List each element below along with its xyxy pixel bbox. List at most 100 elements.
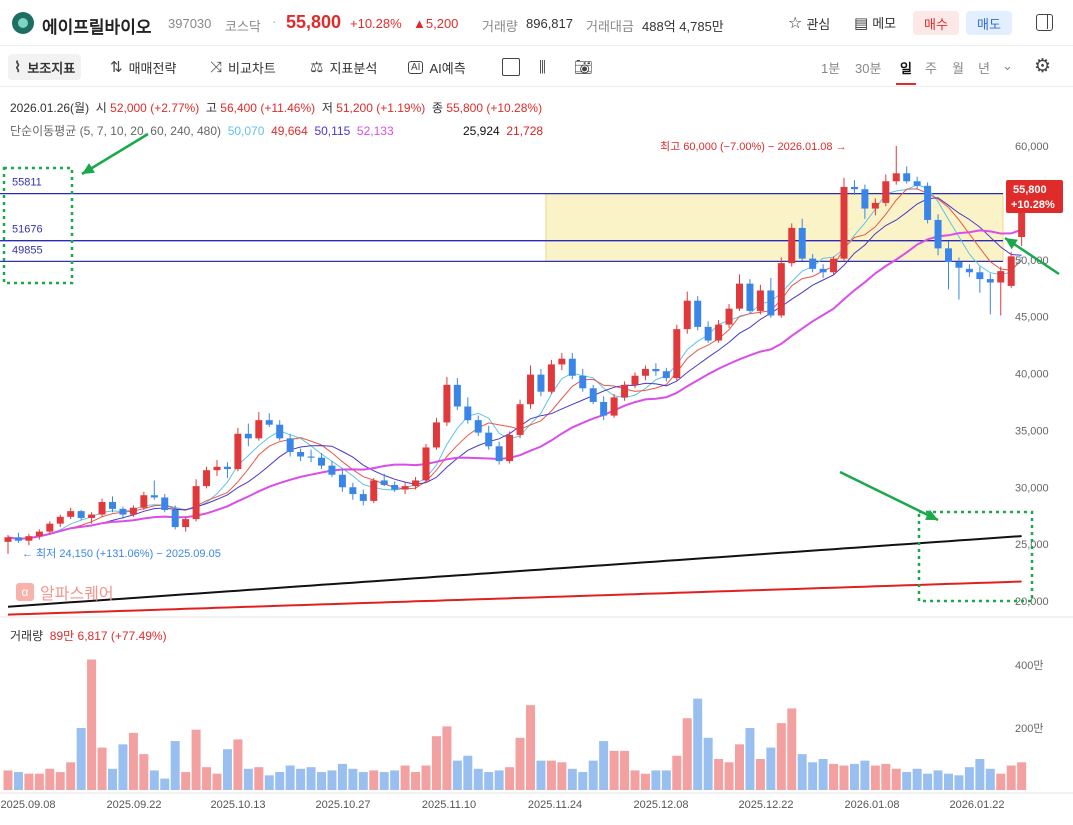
ma-value-4: 52,133	[356, 124, 394, 138]
candle-body	[861, 189, 869, 209]
candle	[641, 365, 649, 381]
volume-bar	[421, 765, 431, 790]
period-week[interactable]: 주	[925, 61, 937, 76]
watch-button[interactable]: ☆ 관심	[788, 13, 830, 33]
open-value: 52,000 (+2.77%)	[110, 101, 200, 115]
candle-body	[1007, 256, 1015, 286]
candle-body	[443, 384, 451, 423]
candle	[621, 381, 629, 401]
candle-body	[276, 424, 284, 439]
candle-body	[14, 537, 22, 541]
volume-bar	[599, 741, 609, 790]
aux-indicator-label: 보조지표	[27, 60, 76, 76]
volume-bar	[766, 747, 776, 790]
compare-label: 비교차트	[228, 60, 276, 76]
candle-body	[913, 181, 921, 186]
candle	[109, 496, 116, 513]
volume-bar	[944, 773, 953, 790]
candle-body	[391, 484, 399, 490]
candle	[370, 478, 378, 504]
candle	[14, 532, 22, 543]
candle-body	[359, 494, 367, 501]
volume-bar	[55, 772, 65, 790]
gear-icon[interactable]: ⚙	[1034, 56, 1052, 77]
candle-body	[673, 329, 681, 379]
candle	[88, 512, 96, 524]
ai-forecast-button[interactable]: AI AI예측	[408, 57, 466, 77]
ma-value-5: 25,924	[462, 124, 500, 138]
draw-box-button[interactable]	[502, 57, 520, 77]
arrow-head	[925, 509, 938, 520]
amount-label: 거래대금	[586, 19, 634, 34]
volume-bar	[651, 770, 661, 790]
ma-label: 단순이동평균 (5, 7, 10, 20, 60, 240, 480)	[10, 124, 222, 138]
volume-bar	[755, 759, 765, 790]
volume-bar	[327, 770, 337, 790]
aux-indicator-button[interactable]: ⌇ 보조지표	[8, 54, 82, 80]
candle-body	[485, 432, 493, 447]
period-month[interactable]: 월	[952, 61, 964, 76]
candle-body	[945, 248, 952, 263]
volume-bar	[954, 775, 964, 790]
screenshot-button[interactable]: 📷︎	[574, 57, 593, 77]
candle	[694, 296, 702, 331]
candle	[861, 184, 869, 219]
candle-body	[579, 375, 587, 389]
y-tick-label: 40,000	[1015, 369, 1049, 381]
candle	[704, 321, 712, 343]
candle-body	[892, 173, 900, 182]
volume-bar	[829, 763, 839, 790]
candle	[788, 223, 796, 267]
trading-strategy-button[interactable]: ⇅ 매매전략	[110, 57, 176, 77]
volume-bar	[296, 768, 306, 790]
candle	[349, 482, 357, 500]
candle	[318, 453, 325, 470]
compare-chart-button[interactable]: ⤨ 비교차트	[210, 57, 276, 77]
candle-body	[819, 268, 827, 273]
volume-bar	[13, 772, 23, 790]
moving-average-info: 단순이동평균 (5, 7, 10, 20, 60, 240, 480) 50,0…	[10, 122, 543, 139]
candle	[276, 420, 284, 441]
candle-body	[380, 480, 388, 485]
candle-body	[495, 446, 503, 462]
candle-body	[652, 368, 660, 372]
volume-bar	[222, 749, 232, 790]
chevron-down-icon[interactable]: ⌄	[1002, 58, 1013, 73]
volume-bar	[108, 768, 117, 790]
volume-bar	[985, 768, 995, 790]
candle	[203, 466, 211, 489]
candle-type-button[interactable]: ⫼	[539, 57, 546, 77]
candle	[359, 489, 367, 506]
candle-body	[924, 185, 932, 220]
candle-body	[704, 326, 712, 341]
ma-value-6: 21,728	[506, 124, 544, 138]
candle-body	[453, 384, 461, 407]
side-panel-icon[interactable]	[1036, 14, 1053, 31]
period-30min[interactable]: 30분	[855, 61, 882, 76]
candle	[485, 425, 493, 450]
indicator-analysis-button[interactable]: ⚖ 지표분석	[310, 57, 377, 77]
period-year[interactable]: 년	[978, 61, 990, 76]
candle	[903, 166, 911, 184]
candle	[924, 182, 932, 224]
buy-button[interactable]: 매수	[913, 11, 959, 35]
volume-bar	[735, 744, 744, 790]
candle-body	[610, 397, 618, 416]
candle-body	[537, 374, 545, 392]
volume-bar	[431, 736, 441, 790]
candle-body	[150, 495, 158, 498]
period-day[interactable]: 일	[900, 61, 912, 76]
candle	[945, 241, 952, 290]
current-price-tag	[1006, 180, 1063, 213]
candle-body	[621, 384, 629, 398]
volume-bar	[139, 754, 149, 790]
memo-button[interactable]: ▤ 메모	[854, 13, 896, 32]
volume-bar	[233, 739, 243, 790]
volume-bar	[902, 772, 912, 790]
active-period-indicator	[896, 83, 916, 85]
period-1min[interactable]: 1분	[821, 61, 841, 76]
candle	[401, 482, 409, 495]
sell-button[interactable]: 매도	[966, 11, 1012, 35]
candle	[213, 459, 221, 476]
